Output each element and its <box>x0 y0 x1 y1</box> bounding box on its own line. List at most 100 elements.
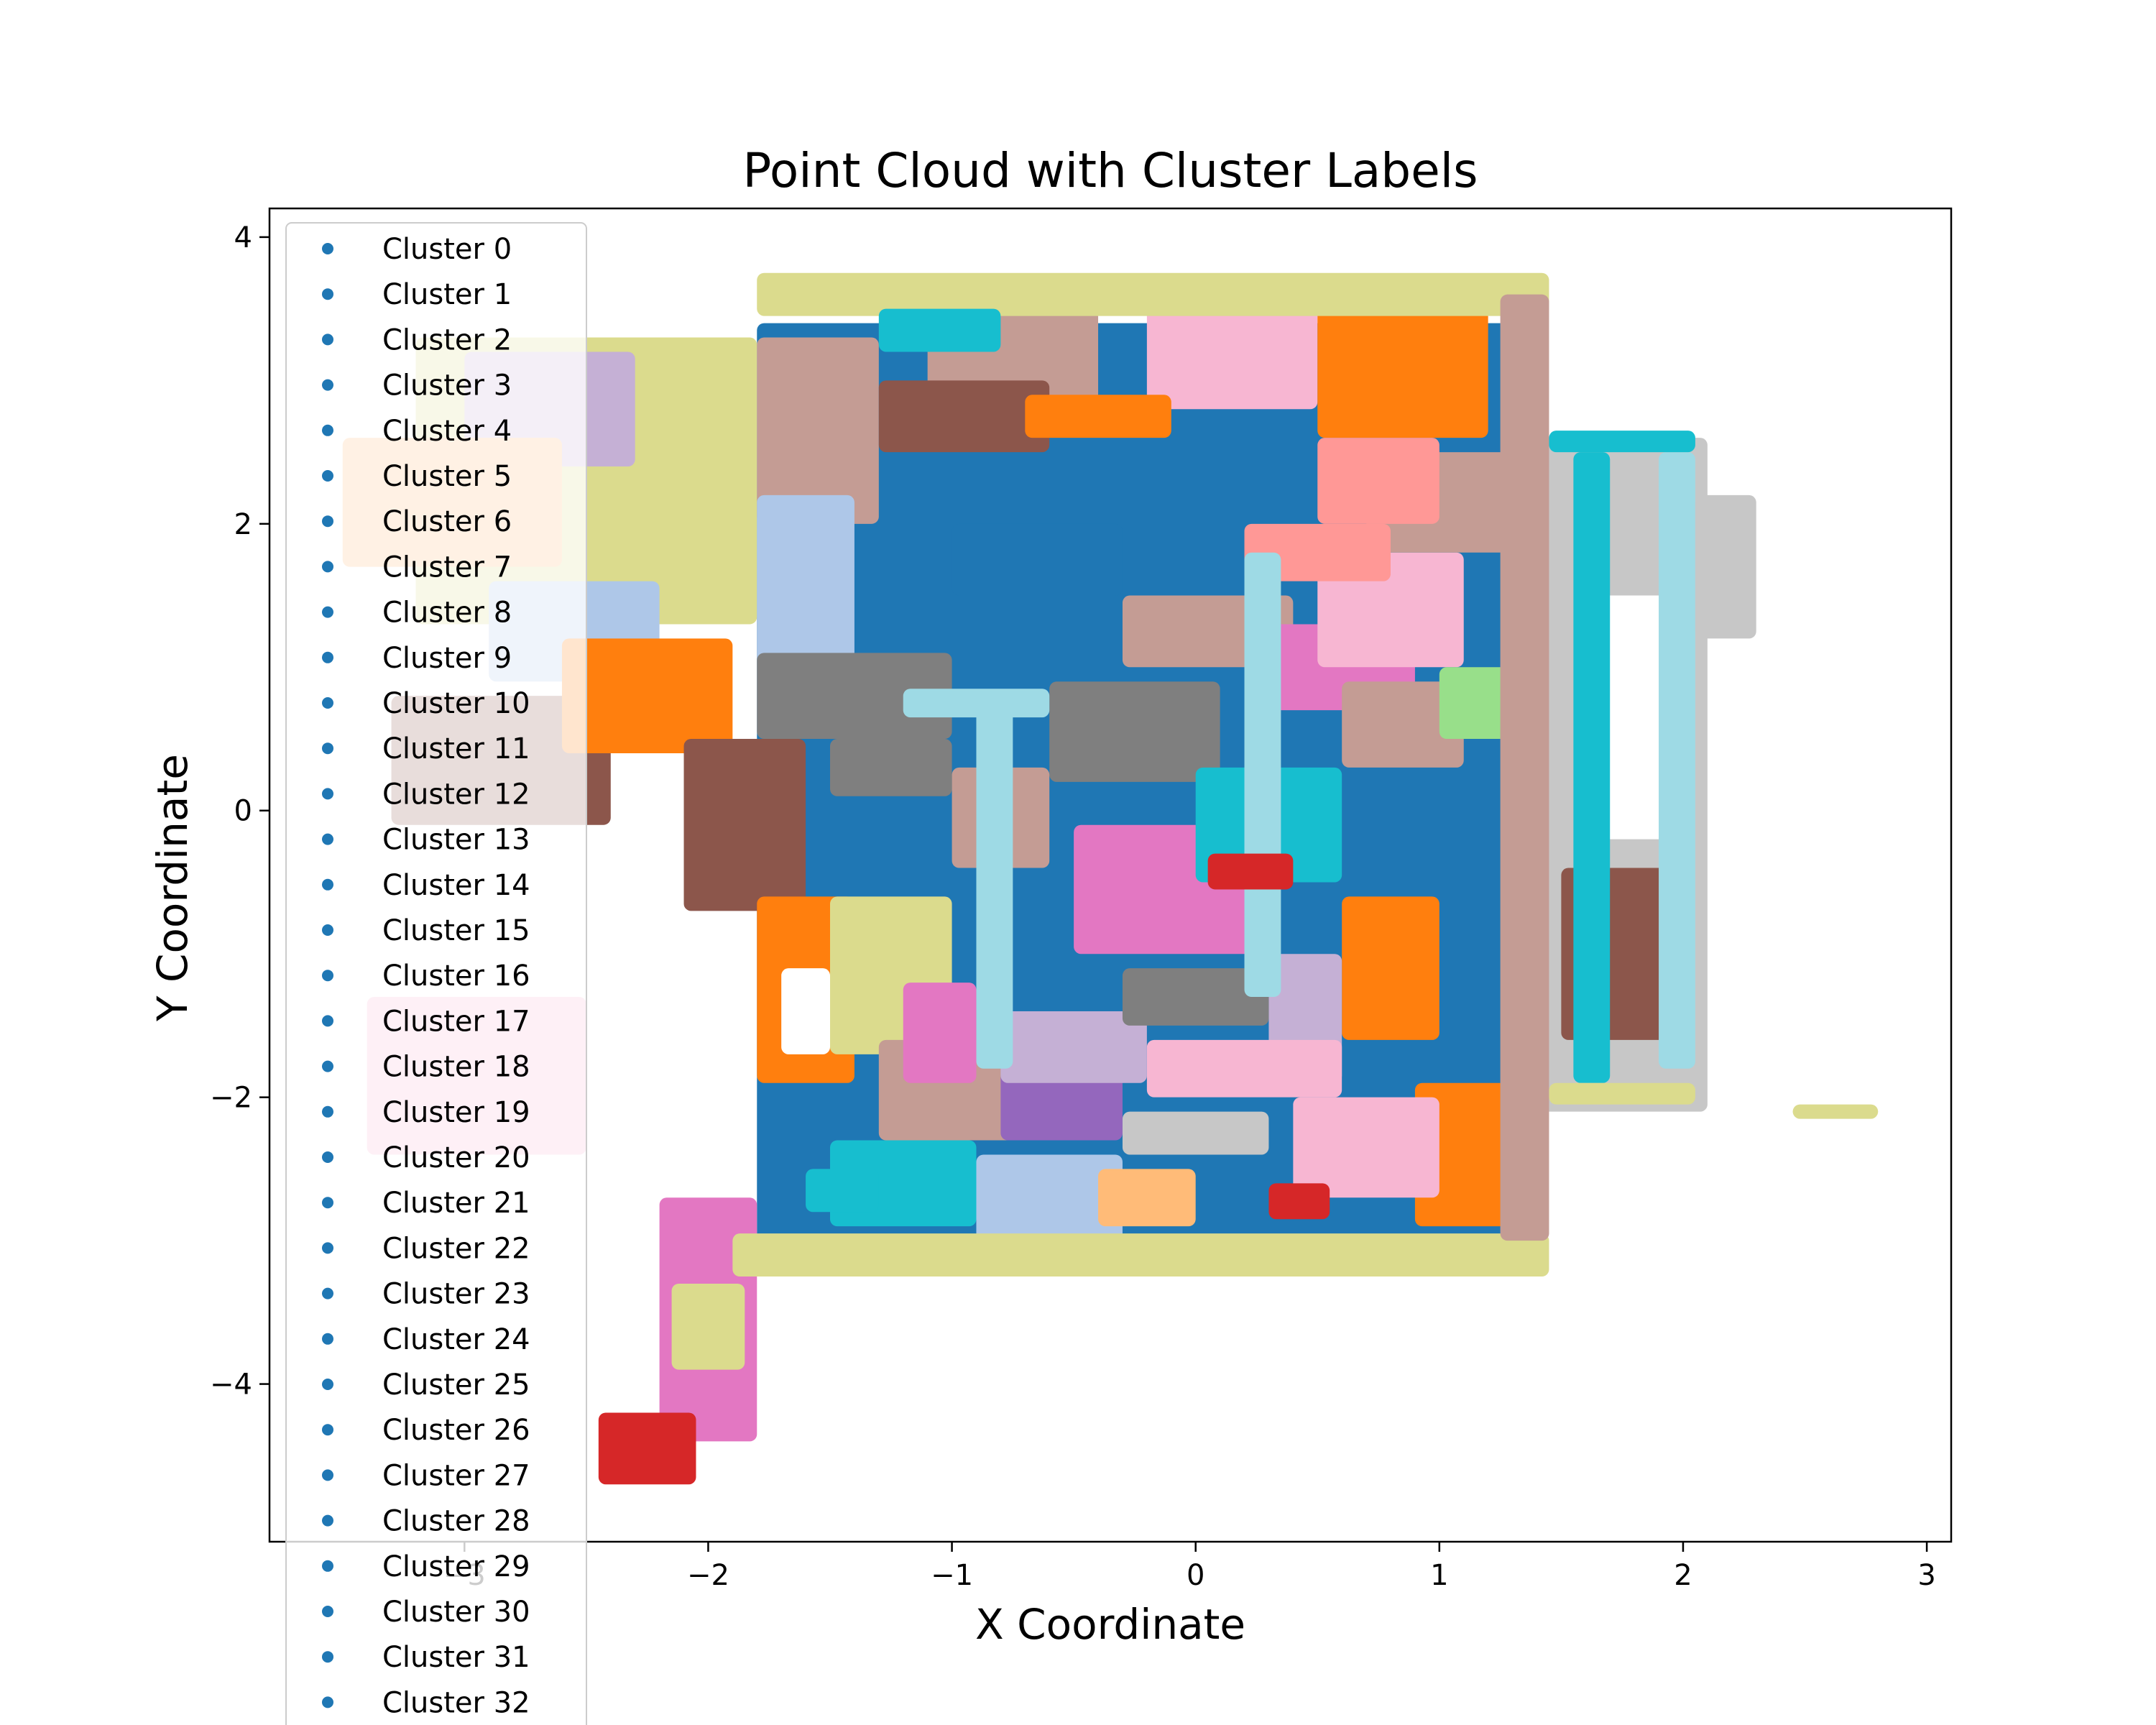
legend-marker <box>322 1606 333 1617</box>
legend-marker <box>322 1242 333 1254</box>
legend-marker <box>322 1060 333 1072</box>
legend-marker <box>322 1469 333 1481</box>
x-tick-label: −2 <box>687 1559 729 1592</box>
legend-marker <box>322 1379 333 1390</box>
cluster-region <box>976 1154 1123 1241</box>
legend-label: Cluster 32 <box>382 1686 530 1719</box>
legend-marker <box>322 243 333 254</box>
cluster-region <box>976 710 1013 1069</box>
cluster-region <box>1049 681 1220 782</box>
chart-title: Point Cloud with Cluster Labels <box>742 143 1478 198</box>
legend-label: Cluster 27 <box>382 1459 530 1492</box>
cluster-region <box>1000 1068 1123 1141</box>
x-tick-label: 2 <box>1674 1559 1692 1592</box>
cluster-region <box>1146 1039 1342 1098</box>
x-tick-label: 1 <box>1430 1559 1448 1592</box>
cluster-region <box>1244 523 1391 581</box>
legend-label: Cluster 6 <box>382 505 512 538</box>
legend-label: Cluster 17 <box>382 1005 530 1038</box>
legend-marker <box>322 379 333 391</box>
legend-label: Cluster 11 <box>382 732 530 765</box>
legend-label: Cluster 30 <box>382 1596 530 1629</box>
y-tick-label: −4 <box>210 1368 252 1402</box>
legend-label: Cluster 24 <box>382 1323 530 1356</box>
cluster-region <box>1500 294 1549 1241</box>
legend-label: Cluster 16 <box>382 960 530 993</box>
cluster-region <box>1122 1111 1269 1155</box>
cluster-region <box>1342 681 1464 768</box>
cluster-region <box>561 638 733 753</box>
legend-marker <box>322 1560 333 1572</box>
cluster-region <box>1317 308 1488 438</box>
cluster-region <box>1317 438 1439 524</box>
cluster-region <box>806 1169 879 1213</box>
y-tick-label: 0 <box>234 795 252 828</box>
legend-marker <box>322 1151 333 1163</box>
legend-label: Cluster 8 <box>382 597 512 630</box>
legend-marker <box>322 1197 333 1209</box>
y-tick-label: 2 <box>234 508 252 541</box>
legend-label: Cluster 12 <box>382 778 530 811</box>
legend-label: Cluster 18 <box>382 1051 530 1084</box>
legend-label: Cluster 2 <box>382 323 512 356</box>
legend-marker <box>322 742 333 755</box>
legend-label: Cluster 31 <box>382 1641 530 1674</box>
cluster-region <box>732 1233 1549 1276</box>
legend-box <box>285 222 587 1725</box>
cluster-region <box>1342 896 1439 1040</box>
legend-label: Cluster 22 <box>382 1232 530 1265</box>
legend-marker <box>322 1651 333 1663</box>
cluster-region <box>1293 1097 1439 1198</box>
y-axis: −4 −2 0 2 4 <box>210 221 270 1402</box>
cluster-region <box>1025 395 1171 438</box>
legend-marker <box>322 924 333 936</box>
cluster-region <box>1268 1183 1330 1220</box>
legend-marker <box>322 788 333 800</box>
legend-label: Cluster 23 <box>382 1278 530 1311</box>
cluster-region <box>683 739 806 911</box>
legend-label: Cluster 7 <box>382 551 512 584</box>
legend-marker <box>322 606 333 618</box>
cluster-region <box>757 653 952 740</box>
legend-label: Cluster 1 <box>382 278 512 311</box>
cluster-region <box>1122 968 1269 1026</box>
cluster-region <box>1414 1082 1513 1227</box>
legend-marker <box>322 878 333 891</box>
legend-marker <box>322 1105 333 1118</box>
legend-marker <box>322 1333 333 1345</box>
x-tick-label: 3 <box>1917 1559 1935 1592</box>
axes-frame <box>268 207 1953 1543</box>
cluster-region <box>1244 552 1281 998</box>
legend-label: Cluster 13 <box>382 824 530 857</box>
legend-label: Cluster 20 <box>382 1141 530 1174</box>
legend-marker <box>322 288 333 300</box>
x-axis-label: X Coordinate <box>975 1600 1245 1649</box>
cluster-region <box>757 494 854 668</box>
cluster-region <box>757 272 1549 316</box>
legend-label: Cluster 25 <box>382 1368 530 1402</box>
cluster-region <box>878 380 1050 453</box>
legend-label: Cluster 15 <box>382 914 530 947</box>
legend-label: Cluster 21 <box>382 1187 530 1220</box>
legend-label: Cluster 9 <box>382 642 512 675</box>
legend-marker <box>322 561 333 573</box>
legend-label: Cluster 29 <box>382 1550 530 1583</box>
legend-label: Cluster 5 <box>382 460 512 493</box>
legend-label: Cluster 26 <box>382 1414 530 1447</box>
cluster-region <box>878 308 1001 352</box>
cluster-region <box>1549 431 1695 453</box>
legend-marker <box>322 970 333 982</box>
y-tick-label: −2 <box>210 1082 252 1115</box>
legend-marker <box>322 470 333 482</box>
cluster-region <box>1695 494 1756 639</box>
x-tick-label: 0 <box>1187 1559 1204 1592</box>
cluster-region <box>952 523 1123 596</box>
legend-marker <box>322 833 333 845</box>
cluster-region <box>1439 667 1513 740</box>
cluster-region <box>1549 1082 1695 1105</box>
legend-marker <box>322 334 333 346</box>
cluster-region <box>1792 1104 1879 1119</box>
cluster-region <box>1207 853 1294 890</box>
x-tick-label: −1 <box>931 1559 973 1592</box>
